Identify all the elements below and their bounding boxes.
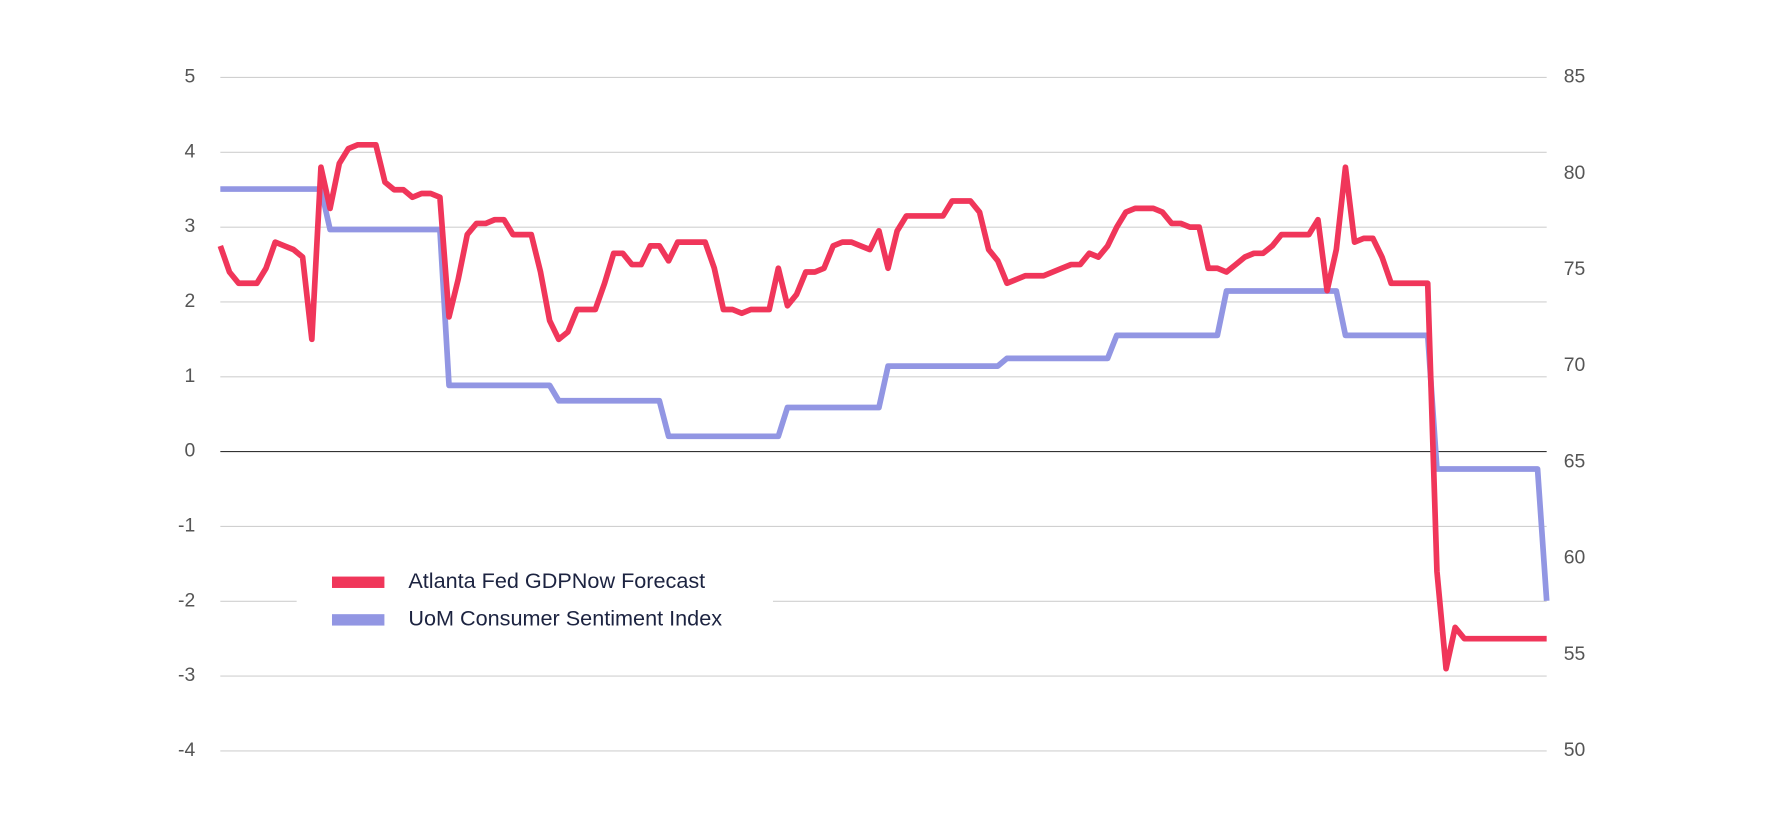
y-tick-label: 5: [184, 66, 195, 88]
y2-tick-label: 60: [1564, 547, 1586, 569]
y2-tick-label: 65: [1564, 450, 1586, 472]
y-tick-label: 0: [184, 440, 195, 462]
y2-tick-label: 70: [1564, 354, 1586, 376]
y-tick-label: 3: [184, 215, 195, 237]
y-tick-label: -1: [178, 515, 195, 537]
y-tick-label: -4: [178, 739, 195, 761]
y2-tick-label: 75: [1564, 258, 1586, 280]
y-tick-label: -2: [178, 589, 195, 611]
legend-swatch: [331, 576, 385, 588]
y-tick-label: -3: [178, 664, 195, 686]
y2-tick-label: 80: [1564, 162, 1586, 184]
y-tick-label: 2: [184, 290, 195, 312]
y2-tick-label: 55: [1564, 643, 1586, 665]
legend: Atlanta Fed GDPNow Forecast UoM Consumer …: [296, 558, 773, 645]
y2-tick-label: 50: [1564, 739, 1586, 761]
y2-tick-label: 85: [1564, 66, 1586, 88]
legend-background: [296, 558, 773, 645]
series-line: [217, 141, 1547, 672]
y-tick-label: 4: [184, 140, 195, 162]
legend-label: Atlanta Fed GDPNow Forecast: [408, 568, 705, 593]
legend-label: UoM Consumer Sentiment Index: [408, 606, 722, 631]
y-tick-label: 1: [184, 365, 195, 387]
legend-swatch: [331, 614, 385, 626]
